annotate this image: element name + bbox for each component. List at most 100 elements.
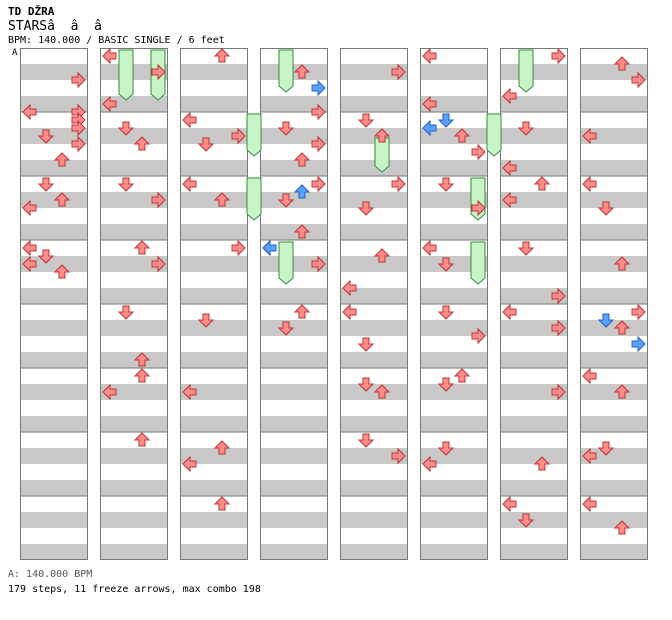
beat-stripe bbox=[580, 192, 648, 208]
step-arrow bbox=[502, 87, 517, 105]
step-arrow bbox=[293, 304, 311, 319]
step-stats: 179 steps, 11 freeze arrows, max combo 1… bbox=[8, 584, 261, 595]
freeze-arrow bbox=[246, 177, 262, 221]
beat-stripe bbox=[580, 288, 648, 304]
beat-stripe bbox=[580, 96, 648, 112]
step-arrow bbox=[502, 495, 517, 513]
step-arrow bbox=[613, 384, 631, 399]
beat-stripe bbox=[420, 480, 488, 496]
step-arrow bbox=[293, 64, 311, 79]
beat-stripe bbox=[260, 224, 328, 240]
song-title: STARSâ â â bbox=[8, 19, 102, 34]
beat-stripe bbox=[100, 96, 168, 112]
beat-stripe bbox=[260, 288, 328, 304]
freeze-arrow bbox=[470, 241, 486, 285]
step-arrow bbox=[197, 137, 215, 152]
beat-stripe bbox=[500, 384, 568, 400]
beat-stripe bbox=[580, 512, 648, 528]
beat-stripe bbox=[580, 352, 648, 368]
beat-stripe bbox=[500, 224, 568, 240]
step-arrow-quarter bbox=[631, 335, 646, 353]
beat-stripe bbox=[340, 192, 408, 208]
step-arrow bbox=[437, 177, 455, 192]
beat-stripe bbox=[260, 448, 328, 464]
step-arrow bbox=[277, 121, 295, 136]
beat-stripe bbox=[100, 128, 168, 144]
step-arrow bbox=[293, 152, 311, 167]
beat-stripe bbox=[500, 288, 568, 304]
beat-stripe bbox=[180, 480, 248, 496]
beat-stripe bbox=[500, 416, 568, 432]
beat-stripe bbox=[580, 448, 648, 464]
step-arrow bbox=[182, 175, 197, 193]
step-arrow bbox=[582, 175, 597, 193]
beat-stripe bbox=[20, 64, 88, 80]
beat-stripe bbox=[500, 544, 568, 560]
beat-stripe bbox=[580, 384, 648, 400]
step-arrow bbox=[117, 121, 135, 136]
chart-column-border bbox=[180, 48, 248, 560]
beat-stripe bbox=[180, 384, 248, 400]
step-arrow bbox=[582, 367, 597, 385]
step-arrow bbox=[133, 240, 151, 255]
step-arrow bbox=[53, 264, 71, 279]
step-arrow bbox=[197, 313, 215, 328]
beat-stripe bbox=[180, 224, 248, 240]
beat-stripe bbox=[500, 192, 568, 208]
beat-stripe bbox=[420, 128, 488, 144]
step-arrow bbox=[71, 71, 86, 89]
beat-stripe bbox=[260, 160, 328, 176]
step-arrow bbox=[597, 441, 615, 456]
beat-stripe bbox=[100, 480, 168, 496]
beat-stripe bbox=[340, 352, 408, 368]
step-arrow bbox=[53, 192, 71, 207]
step-arrow bbox=[582, 495, 597, 513]
step-arrow bbox=[517, 241, 535, 256]
beat-stripe bbox=[180, 352, 248, 368]
beat-stripe bbox=[180, 192, 248, 208]
step-arrow bbox=[37, 249, 55, 264]
beat-stripe bbox=[20, 256, 88, 272]
step-arrow bbox=[133, 352, 151, 367]
beat-stripe bbox=[500, 160, 568, 176]
beat-stripe bbox=[100, 288, 168, 304]
beat-stripe bbox=[260, 320, 328, 336]
beat-stripe bbox=[20, 288, 88, 304]
step-arrow bbox=[213, 440, 231, 455]
step-arrow bbox=[133, 136, 151, 151]
chart-column-border bbox=[340, 48, 408, 560]
beat-stripe bbox=[340, 416, 408, 432]
freeze-arrow bbox=[246, 113, 262, 157]
chart-column-border bbox=[260, 48, 328, 560]
beat-stripe bbox=[20, 416, 88, 432]
step-arrow bbox=[357, 377, 375, 392]
beat-stripe bbox=[500, 512, 568, 528]
step-arrow bbox=[613, 56, 631, 71]
beat-stripe bbox=[340, 512, 408, 528]
beat-stripe bbox=[20, 352, 88, 368]
bpm-marker: A bbox=[12, 48, 18, 58]
beat-stripe bbox=[260, 544, 328, 560]
step-arrow bbox=[502, 303, 517, 321]
step-arrow bbox=[182, 111, 197, 129]
step-arrow bbox=[437, 377, 455, 392]
beat-stripe bbox=[420, 512, 488, 528]
step-arrow bbox=[151, 255, 166, 273]
step-arrow-quarter bbox=[437, 113, 455, 128]
chart-column-border bbox=[420, 48, 488, 560]
step-arrow bbox=[613, 320, 631, 335]
beat-stripe bbox=[500, 480, 568, 496]
step-arrow bbox=[422, 47, 437, 65]
beat-stripe bbox=[580, 160, 648, 176]
step-arrow bbox=[533, 176, 551, 191]
beat-stripe bbox=[340, 96, 408, 112]
beat-stripe bbox=[580, 64, 648, 80]
beat-stripe bbox=[20, 512, 88, 528]
beat-stripe bbox=[20, 448, 88, 464]
step-arrow bbox=[22, 103, 37, 121]
beat-stripe bbox=[420, 320, 488, 336]
beat-stripe bbox=[260, 96, 328, 112]
chart-info: BPM: 140.000 / BASIC SINGLE / 6 feet bbox=[8, 35, 225, 46]
step-arrow bbox=[22, 239, 37, 257]
